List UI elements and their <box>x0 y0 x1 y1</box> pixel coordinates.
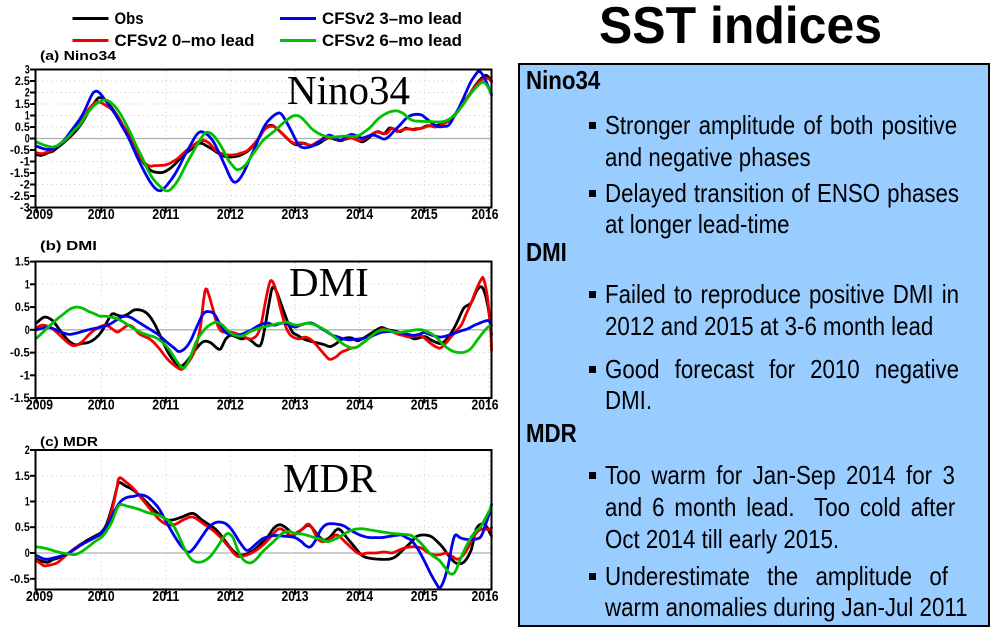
svg-text:2012: 2012 <box>217 207 244 223</box>
svg-text:2.5: 2.5 <box>15 76 30 88</box>
svg-text:2: 2 <box>25 88 30 100</box>
svg-text:1: 1 <box>25 279 30 291</box>
svg-text:CFSv2 6–mo lead: CFSv2 6–mo lead <box>322 32 462 50</box>
svg-text:2013: 2013 <box>282 398 309 414</box>
svg-text:-2: -2 <box>20 180 30 192</box>
svg-text:-1: -1 <box>20 370 30 382</box>
svg-text:2016: 2016 <box>472 589 499 605</box>
svg-text:Nino34: Nino34 <box>287 67 410 113</box>
svg-text:2013: 2013 <box>282 589 309 605</box>
svg-text:2011: 2011 <box>152 398 179 414</box>
svg-text:2012: 2012 <box>217 589 244 605</box>
svg-text:-1: -1 <box>20 157 30 169</box>
svg-text:-1.5: -1.5 <box>10 393 30 405</box>
svg-text:(c) MDR: (c) MDR <box>40 435 98 449</box>
svg-text:2009: 2009 <box>26 589 53 605</box>
svg-text:Obs: Obs <box>115 10 144 28</box>
svg-text:2013: 2013 <box>282 207 309 223</box>
svg-text:2015: 2015 <box>411 398 438 414</box>
svg-text:0.5: 0.5 <box>15 522 30 534</box>
svg-text:-3: -3 <box>20 203 30 215</box>
svg-text:1.5: 1.5 <box>15 471 30 483</box>
svg-text:0: 0 <box>25 325 30 337</box>
svg-text:2015: 2015 <box>411 207 438 223</box>
svg-text:(a) Nino34: (a) Nino34 <box>40 49 116 63</box>
svg-text:CFSv2 0–mo lead: CFSv2 0–mo lead <box>115 32 255 50</box>
svg-text:-0.5: -0.5 <box>10 145 30 157</box>
svg-text:1: 1 <box>25 497 30 509</box>
svg-text:2016: 2016 <box>472 207 499 223</box>
svg-text:DMI: DMI <box>289 259 369 305</box>
svg-text:0: 0 <box>25 134 30 146</box>
svg-text:(b) DMI: (b) DMI <box>40 239 97 253</box>
svg-text:2014: 2014 <box>346 207 373 223</box>
svg-text:0.5: 0.5 <box>15 302 30 314</box>
svg-text:2010: 2010 <box>88 589 115 605</box>
svg-text:2015: 2015 <box>411 589 438 605</box>
svg-text:-0.5: -0.5 <box>10 348 30 360</box>
svg-text:-1.5: -1.5 <box>10 168 30 180</box>
svg-text:2: 2 <box>25 445 30 457</box>
svg-text:2011: 2011 <box>152 589 179 605</box>
svg-text:1: 1 <box>25 111 30 123</box>
svg-text:1.5: 1.5 <box>15 99 30 111</box>
svg-text:CFSv2 3–mo lead: CFSv2 3–mo lead <box>322 10 462 28</box>
svg-text:2014: 2014 <box>346 589 373 605</box>
svg-text:2011: 2011 <box>152 207 179 223</box>
svg-text:MDR: MDR <box>283 455 377 501</box>
svg-text:2016: 2016 <box>472 398 499 414</box>
svg-text:2012: 2012 <box>217 398 244 414</box>
svg-text:2010: 2010 <box>88 207 115 223</box>
svg-text:3: 3 <box>25 65 30 77</box>
svg-text:2009: 2009 <box>26 207 53 223</box>
svg-text:-2.5: -2.5 <box>10 191 30 203</box>
svg-text:2014: 2014 <box>346 398 373 414</box>
svg-text:2010: 2010 <box>88 398 115 414</box>
svg-text:0.5: 0.5 <box>15 122 30 134</box>
svg-text:2009: 2009 <box>26 398 53 414</box>
svg-text:1.5: 1.5 <box>15 257 30 269</box>
svg-text:0: 0 <box>25 548 30 560</box>
svg-text:-0.5: -0.5 <box>10 574 30 586</box>
